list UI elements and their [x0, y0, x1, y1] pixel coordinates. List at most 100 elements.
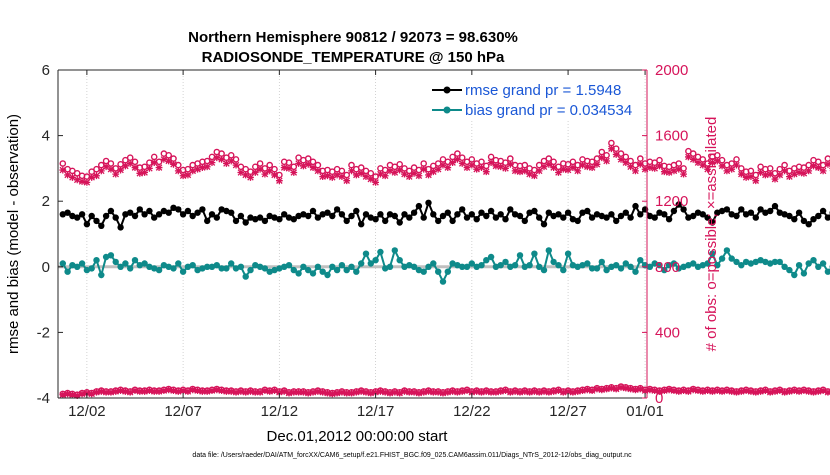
y-axis-label-left: rmse and bias (model - observation) — [5, 114, 22, 354]
obs-assimilated-marker-116 — [618, 156, 625, 163]
obs-assimilated-marker-159 — [825, 161, 830, 168]
rmse-point-12 — [117, 224, 123, 230]
y-right-tick-label-5: 0 — [655, 390, 663, 407]
bias-point-60 — [348, 264, 354, 270]
y-right-tick-label-2: 1200 — [655, 193, 688, 210]
bias-point-103 — [555, 262, 561, 268]
rmse-point-123 — [652, 214, 658, 220]
obs-assimilated-marker-93 — [507, 161, 514, 168]
bias-point-47 — [286, 262, 292, 268]
rmse-point-73 — [411, 210, 417, 216]
bias-point-49 — [295, 270, 301, 276]
y-right-tick-label-4: 400 — [655, 324, 680, 341]
rmse-point-42 — [262, 218, 268, 224]
bias-point-55 — [324, 272, 330, 278]
rmse-point-92 — [502, 216, 508, 222]
rmse-point-144 — [753, 214, 759, 220]
obs-assimilated-marker-144 — [752, 177, 759, 184]
y-left-tick-label-1: 4 — [42, 128, 50, 145]
obs-assimilated-marker-22 — [165, 158, 172, 165]
bias-point-75 — [421, 269, 427, 275]
bias-point-15 — [132, 257, 138, 263]
y-right-tick-label-0: 2000 — [655, 62, 688, 79]
rmse-point-4 — [79, 211, 85, 217]
y-left-tick-label-3: 0 — [42, 259, 50, 276]
obs-possible-marker-159 — [825, 156, 830, 161]
bias-point-65 — [372, 257, 378, 263]
obs-assimilated-marker-36 — [233, 162, 240, 169]
obs-assimilated-marker-65 — [372, 179, 379, 186]
rmse-point-26 — [185, 208, 191, 214]
obs-assimilated-marker-113 — [603, 158, 610, 165]
bias-point-104 — [560, 267, 566, 273]
obs-assimilated-marker-112 — [598, 154, 605, 161]
rmse-point-115 — [613, 218, 619, 224]
rmse-point-119 — [632, 203, 638, 209]
rmse-point-35 — [228, 210, 234, 216]
bias-point-35 — [228, 260, 234, 266]
obs-possible-marker-141 — [739, 166, 744, 171]
obs-assimilated-marker-64 — [367, 176, 374, 183]
rmse-point-85 — [469, 211, 475, 217]
bias-point-24 — [175, 260, 181, 266]
chart-title-line1: Northern Hemisphere 90812 / 92073 = 98.6… — [188, 29, 518, 46]
rmse-point-114 — [608, 211, 614, 217]
rmse-point-81 — [449, 218, 455, 224]
x-tick-label-0: 12/02 — [68, 403, 106, 420]
rmse-point-99 — [536, 214, 542, 220]
rmse-point-59 — [344, 218, 350, 224]
rmse-point-24 — [175, 206, 181, 212]
rmse-point-105 — [565, 210, 571, 216]
obs-assimilated-marker-96 — [521, 167, 528, 174]
rmse-point-18 — [146, 208, 152, 214]
rmse-point-109 — [584, 208, 590, 214]
legend-rmse-marker — [444, 87, 451, 94]
obs-assimilated-marker-18 — [146, 165, 153, 172]
bias-point-1 — [64, 269, 70, 275]
rmse-point-107 — [575, 218, 581, 224]
bias-point-111 — [594, 265, 600, 271]
rmse-point-89 — [488, 208, 494, 214]
rmse-point-6 — [89, 213, 95, 219]
legend-rmse-label: rmse grand pr = 1.5948 — [465, 82, 621, 99]
rmse-point-77 — [430, 211, 436, 217]
obs-assimilated-marker-52 — [310, 164, 317, 171]
rmse-point-58 — [339, 211, 345, 217]
bias-point-100 — [541, 267, 547, 273]
bias-point-20 — [156, 267, 162, 273]
obs-assimilated-marker-106 — [569, 164, 576, 171]
rmse-point-86 — [474, 216, 480, 222]
obs-assimilated-marker-20 — [156, 164, 163, 171]
bias-point-10 — [108, 252, 114, 258]
y-right-tick-label-1: 1600 — [655, 128, 688, 145]
bias-point-4 — [79, 260, 85, 266]
bias-point-77 — [430, 260, 436, 266]
rmse-point-30 — [204, 218, 210, 224]
bias-point-149 — [777, 259, 783, 265]
obs-assimilated-marker-62 — [358, 170, 365, 177]
rmse-point-138 — [724, 206, 730, 212]
bias-point-109 — [584, 260, 590, 266]
y-left-tick-label-5: -4 — [37, 390, 50, 407]
rmse-point-143 — [748, 210, 754, 216]
rmse-point-125 — [661, 211, 667, 217]
chart-title-line2: RADIOSONDE_TEMPERATURE @ 150 hPa — [202, 49, 505, 66]
rmse-point-117 — [623, 210, 629, 216]
bias-point-153 — [796, 262, 802, 268]
rmse-point-22 — [166, 210, 172, 216]
bias-point-152 — [791, 272, 797, 278]
rmse-point-7 — [93, 218, 99, 224]
obs-assimilated-marker-53 — [314, 167, 321, 174]
y-left-tick-label-2: 2 — [42, 193, 50, 210]
bias-point-37 — [238, 264, 244, 270]
rmse-point-10 — [108, 208, 114, 214]
bias-point-14 — [127, 265, 133, 271]
bias-point-118 — [627, 264, 633, 270]
y-left-tick-label-0: 6 — [42, 62, 50, 79]
obs-assimilated-marker-59 — [343, 177, 350, 184]
rmse-point-36 — [233, 218, 239, 224]
rmse-point-78 — [435, 218, 441, 224]
bias-point-6 — [89, 265, 95, 271]
obs-assimilated-marker-76 — [425, 172, 432, 179]
rmse-point-157 — [815, 213, 821, 219]
